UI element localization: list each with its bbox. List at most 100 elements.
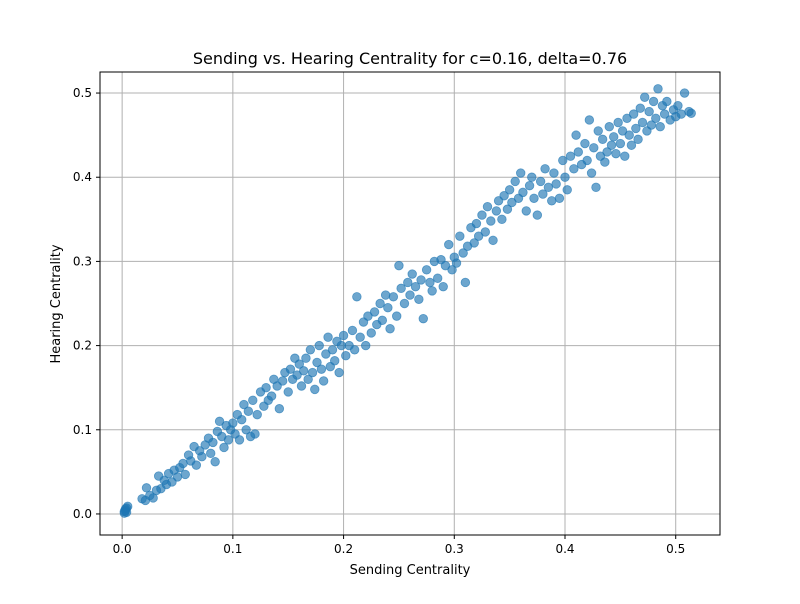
scatter-point (611, 148, 621, 159)
scatter-point (640, 92, 650, 102)
scatter-point (219, 442, 229, 453)
scatter-point (336, 340, 347, 351)
scatter-point (312, 357, 322, 368)
scatter-point (532, 210, 543, 220)
scatter-point (285, 364, 296, 374)
scatter-point (558, 155, 568, 166)
scatter-point (655, 122, 665, 132)
scatter-point (631, 123, 641, 134)
scatter-point (377, 315, 388, 326)
y-tick-label: 0.3 (73, 254, 92, 268)
scatter-point (261, 382, 271, 393)
y-tick-label: 0.4 (73, 170, 92, 184)
scatter-point (349, 345, 360, 355)
scatter-point (239, 399, 249, 410)
scatter-point (620, 151, 630, 161)
scatter-point (252, 409, 262, 420)
scatter-point (414, 294, 424, 304)
scatter-point (606, 140, 617, 150)
scatter-point (394, 260, 404, 271)
scatter-point (119, 508, 130, 518)
scatter-point (228, 418, 238, 428)
scatter-point (609, 132, 619, 142)
scatter-point (314, 340, 324, 351)
plot-frame (99, 71, 721, 536)
scatter-point (524, 180, 535, 191)
scatter-point (407, 269, 417, 279)
scatter-point (584, 115, 595, 125)
scatter-point (447, 265, 457, 275)
y-tick-label: 0.0 (73, 507, 92, 521)
scatter-point (451, 258, 462, 268)
scatter-point (438, 281, 448, 292)
scatter-point (208, 437, 218, 448)
scatter-point (633, 134, 643, 145)
scatter-point (473, 231, 484, 241)
scatter-point (383, 303, 393, 313)
scatter-point (516, 168, 526, 178)
scatter-point (617, 126, 628, 136)
scatter-point (571, 130, 581, 140)
scatter-point (624, 130, 634, 140)
scatter-point (301, 353, 311, 363)
scatter-point (477, 210, 487, 220)
scatter-point (427, 286, 437, 296)
scatter-point (210, 457, 220, 467)
scatter-point (425, 277, 435, 288)
scatter-point (380, 290, 391, 300)
scatter-point (622, 113, 632, 124)
scatter-point (662, 96, 672, 107)
scatter-point (679, 88, 690, 98)
scatter-point (458, 248, 468, 258)
scatter-point (266, 391, 277, 401)
scatter-point (178, 458, 188, 469)
y-axis-label: Hearing Centrality (49, 244, 64, 363)
scatter-point (237, 414, 247, 425)
chart-title: Sending vs. Hearing Centrality for c=0.1… (193, 49, 627, 68)
scatter-point (593, 126, 603, 136)
scatter-point (292, 370, 302, 380)
scatter-point (375, 298, 385, 309)
scatter-point (206, 448, 216, 459)
scatter-point (543, 182, 554, 193)
scatter-point (502, 204, 513, 214)
scatter-point (355, 332, 365, 342)
scatter-point (180, 469, 190, 480)
x-tick-label: 0.2 (334, 542, 353, 556)
scatter-point (535, 176, 546, 187)
scatter-point (399, 298, 410, 309)
scatter-point (554, 193, 565, 203)
scatter-point (521, 206, 531, 216)
scatter-point (241, 425, 251, 435)
scatter-point (405, 290, 415, 300)
scatter-point (600, 157, 610, 167)
scatter-point (432, 273, 443, 283)
x-tick-label: 0.5 (666, 542, 685, 556)
x-tick-label: 0.1 (223, 542, 242, 556)
scatter-point (341, 350, 351, 361)
scatter-point (305, 345, 316, 355)
scatter-point (307, 367, 318, 378)
scatter-point (347, 325, 358, 336)
x-tick-label: 0.0 (113, 542, 132, 556)
data-points (119, 84, 696, 518)
scatter-point (460, 277, 471, 288)
scatter-point (646, 120, 657, 130)
scatter-point (444, 239, 454, 250)
scatter-point (294, 359, 304, 369)
scatter-point (504, 185, 515, 195)
scatter-point (510, 176, 520, 187)
scatter-point (274, 404, 285, 414)
scatter-point (318, 376, 329, 386)
scatter-point (172, 472, 183, 482)
scatter-point (648, 96, 659, 107)
scatter-point (440, 260, 451, 271)
scatter-point (644, 106, 654, 117)
scatter-point (396, 283, 406, 294)
scatter-point (676, 109, 686, 119)
scatter-point (330, 356, 340, 366)
scatter-point (628, 109, 639, 119)
scatter-point (421, 265, 432, 275)
scatter-point (338, 330, 349, 341)
